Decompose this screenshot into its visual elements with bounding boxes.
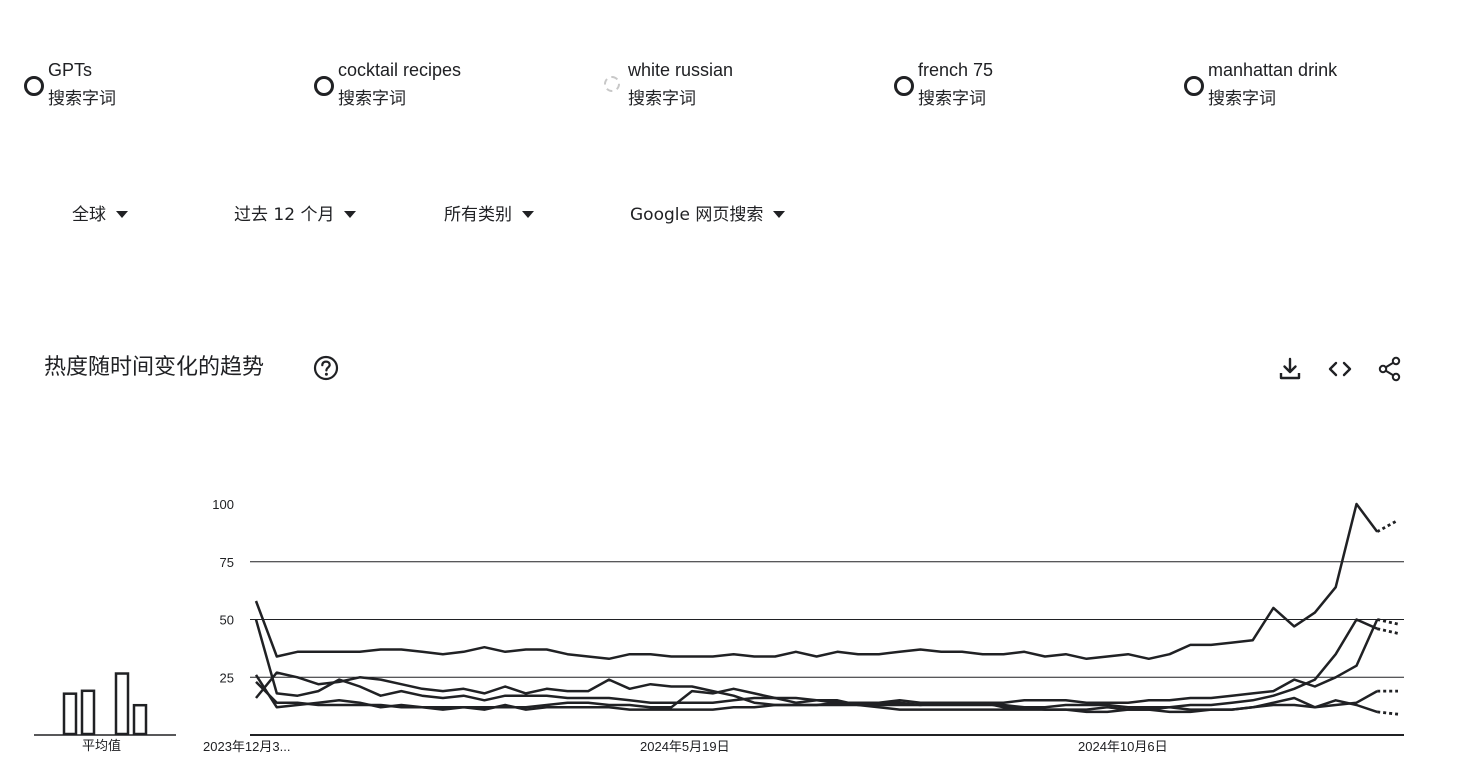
term-card-gpts[interactable]: GPTs 搜索字词 [24,58,294,118]
term-marker-icon [24,76,44,96]
comparison-terms: GPTs 搜索字词 cocktail recipes 搜索字词 white ru… [0,0,1481,130]
download-icon[interactable] [1277,356,1303,382]
term-card-french-75[interactable]: french 75 搜索字词 [894,58,1164,118]
term-type: 搜索字词 [48,89,116,109]
average-label: 平均值 [82,739,122,754]
x-tick-label: 2024年10月6日 [1078,739,1168,754]
term-name: GPTs [48,60,93,80]
search-property-dropdown-label: Google 网页搜索 [630,205,764,225]
term-marker-icon [894,76,914,96]
chevron-down-icon [344,210,357,218]
series-partial-segment-2 [1376,627,1399,635]
term-card-white-russian[interactable]: white russian 搜索字词 [604,58,874,118]
x-tick-label: 2023年12月3... [203,739,291,754]
term-marker-icon [314,76,334,96]
chevron-down-icon [116,210,128,218]
region-dropdown-label: 全球 [72,205,106,225]
term-type: 搜索字词 [918,89,986,109]
term-name: french 75 [918,60,994,80]
chevron-down-icon [773,210,786,218]
term-type: 搜索字词 [628,89,696,109]
category-dropdown[interactable]: 所有类别 [444,200,534,230]
term-name: manhattan drink [1208,60,1338,80]
time-range-dropdown[interactable]: 过去 12 个月 [234,200,357,230]
x-tick-label: 2024年5月19日 [640,739,730,754]
term-name: cocktail recipes [338,60,462,80]
chevron-down-icon [522,210,534,218]
y-tick-label: 100 [212,497,234,512]
average-bar [80,689,96,736]
average-bar [114,672,130,736]
y-tick-label: 50 [220,613,234,628]
search-property-dropdown[interactable]: Google 网页搜索 [630,200,786,230]
series-line-4 [255,671,1378,714]
y-tick-label: 75 [220,555,234,570]
series-partial-segment-1 [1376,518,1399,533]
interest-over-time-chart: 100 75 50 25 [212,497,1404,736]
series-partial-segment-3 [1376,618,1399,626]
series-line-1 [254,502,1379,661]
series-line-5 [255,681,1378,714]
term-type: 搜索字词 [338,89,406,109]
term-name: white russian [628,60,734,80]
section-title: 热度随时间变化的趋势 [44,355,265,380]
term-marker-icon [1184,76,1204,96]
term-card-manhattan-drink[interactable]: manhattan drink 搜索字词 [1184,58,1454,118]
share-icon[interactable] [1377,356,1403,382]
help-icon[interactable] [312,354,340,382]
average-bar [132,703,148,736]
category-dropdown-label: 所有类别 [444,205,512,225]
term-card-cocktail-recipes[interactable]: cocktail recipes 搜索字词 [314,58,584,118]
time-range-dropdown-label: 过去 12 个月 [234,205,335,225]
average-bar [62,692,78,736]
series-partial-segment-4 [1377,710,1399,716]
region-dropdown[interactable]: 全球 [72,200,128,230]
embed-icon[interactable] [1327,356,1353,382]
term-type: 搜索字词 [1208,89,1276,109]
series-line-2 [254,618,1378,709]
average-bar-chart [34,672,176,736]
y-tick-label: 25 [220,670,234,685]
term-marker-icon [604,76,620,92]
